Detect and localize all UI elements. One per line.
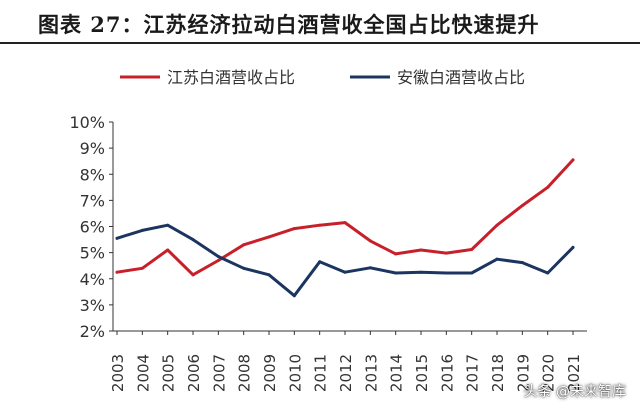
- data-point-2-2010: [292, 294, 296, 298]
- data-point-1-2019: [520, 204, 524, 208]
- x-tick-label: 2020: [540, 354, 558, 392]
- data-point-2-2016: [444, 271, 448, 275]
- data-point-1-2004: [140, 266, 144, 270]
- x-tick-label: 2008: [236, 354, 254, 392]
- y-tick-label: 3%: [80, 296, 105, 315]
- data-point-2-2013: [368, 266, 372, 270]
- x-tick-label: 2015: [413, 354, 431, 392]
- data-point-2-2004: [140, 228, 144, 232]
- y-tick-label: 5%: [80, 244, 105, 263]
- x-tick-label: 2018: [489, 354, 507, 392]
- data-point-2-2003: [115, 236, 119, 240]
- data-point-1-2021: [571, 158, 575, 162]
- y-tick-label: 8%: [80, 165, 105, 184]
- x-tick-label: 2021: [565, 354, 583, 392]
- data-point-2-2018: [495, 257, 499, 261]
- data-point-1-2013: [368, 239, 372, 243]
- title-bar: 图表 27：江苏经济拉动白酒营收全国占比快速提升: [0, 0, 640, 44]
- x-tick-label: 2011: [312, 354, 330, 392]
- y-tick-label: 9%: [80, 139, 105, 158]
- data-point-2-2008: [242, 266, 246, 270]
- line-chart: 江苏白酒营收占比 安徽白酒营收占比 2% 3% 4% 5% 6% 7% 8% 9% 10% 2003 2…: [69, 68, 587, 392]
- x-tick-label: 2007: [210, 354, 228, 392]
- data-point-2-2011: [318, 260, 322, 264]
- y-tick-label: 10%: [69, 113, 105, 132]
- x-tick-label: 2004: [134, 354, 152, 392]
- y-tick-label: 2%: [80, 322, 105, 341]
- x-tick-label: 2017: [464, 354, 482, 392]
- x-tick-label: 2003: [109, 354, 127, 392]
- data-point-1-2012: [343, 221, 347, 225]
- data-point-2-2014: [394, 271, 398, 275]
- data-point-2-2012: [343, 270, 347, 274]
- data-point-1-2005: [166, 248, 170, 252]
- data-point-2-2015: [419, 270, 423, 274]
- series-line-1: [115, 158, 575, 277]
- watermark: 头条 @未来智库: [523, 384, 626, 400]
- data-point-1-2011: [318, 223, 322, 227]
- x-tick-label: 2005: [160, 354, 178, 392]
- data-point-1-2018: [495, 223, 499, 227]
- series-line-2: [115, 223, 575, 298]
- data-point-2-2007: [216, 255, 220, 259]
- data-point-1-2003: [115, 270, 119, 274]
- x-tick-label: 2014: [388, 354, 406, 392]
- y-tick-label: 4%: [80, 270, 105, 289]
- data-point-2-2020: [546, 271, 550, 275]
- x-tick-label: 2010: [286, 354, 304, 392]
- chart-title: 图表 27：江苏经济拉动白酒营收全国占比快速提升: [38, 12, 540, 37]
- data-point-1-2016: [444, 251, 448, 255]
- x-tick-label: 2013: [362, 354, 380, 392]
- data-point-2-2005: [166, 223, 170, 227]
- x-tick-label: 2009: [261, 354, 279, 392]
- x-tick-label: 2006: [185, 354, 203, 392]
- data-point-1-2020: [546, 185, 550, 189]
- data-point-1-2015: [419, 248, 423, 252]
- data-point-1-2008: [242, 243, 246, 247]
- x-tick-label: 2016: [438, 354, 456, 392]
- data-point-1-2009: [267, 235, 271, 239]
- legend-label-2: 安徽白酒营收占比: [397, 68, 525, 87]
- data-point-1-2010: [292, 227, 296, 231]
- legend-label-1: 江苏白酒营收占比: [167, 68, 295, 87]
- data-point-2-2017: [470, 271, 474, 275]
- y-tick-label: 7%: [80, 191, 105, 210]
- data-point-1-2014: [394, 252, 398, 256]
- x-tick-label: 2019: [514, 354, 532, 392]
- data-point-2-2019: [520, 261, 524, 265]
- data-point-1-2007: [216, 258, 220, 262]
- data-point-2-2006: [191, 238, 195, 242]
- data-point-1-2006: [191, 273, 195, 277]
- data-point-2-2009: [267, 273, 271, 277]
- data-point-1-2017: [470, 247, 474, 251]
- x-tick-label: 2012: [337, 354, 355, 392]
- data-point-2-2021: [571, 245, 575, 249]
- y-tick-label: 6%: [80, 218, 105, 237]
